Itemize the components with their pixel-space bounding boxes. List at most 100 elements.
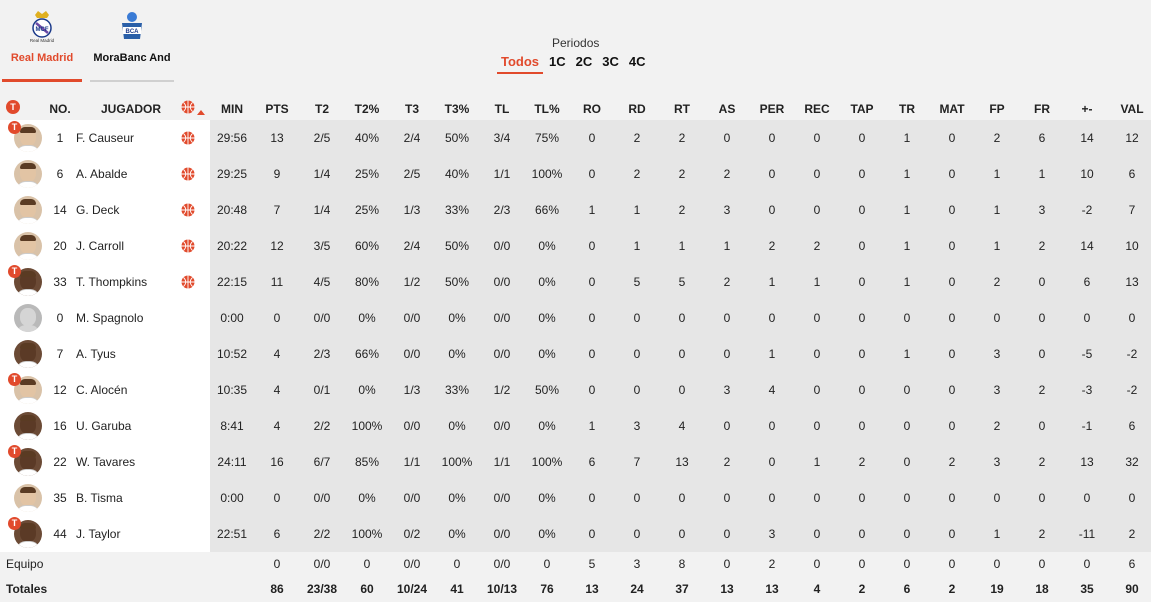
totales-row-stat-min [210, 577, 254, 602]
column-header-t3p[interactable]: T3% [444, 102, 470, 116]
column-header-tr[interactable]: TR [899, 102, 915, 116]
column-header-t2p[interactable]: T2% [354, 102, 380, 116]
svg-text:Real Madrid: Real Madrid [30, 38, 55, 43]
equipo-row-stat-pts: 0 [273, 557, 281, 571]
stat-t3p: 50% [444, 275, 470, 289]
stat-rt: 0 [678, 311, 686, 325]
player-name[interactable]: M. Spagnolo [76, 311, 144, 325]
column-header-as[interactable]: AS [718, 102, 736, 116]
player-row[interactable]: 14 G. Deck 20:48 7 1/4 25% 1/3 33% 2/3 66% 1 1 2 3 0 0 0… [0, 192, 1151, 228]
column-header-tl[interactable]: TL [494, 102, 510, 116]
column-header-t3[interactable]: T3 [404, 102, 419, 116]
player-row[interactable]: 16 U. Garuba 8:41 4 2/2 100% 0/0 0% 0/0 0% 1 3 4 0 0 0 0… [0, 408, 1151, 444]
column-header-per[interactable]: PER [759, 102, 785, 116]
column-header-min[interactable]: MIN [221, 102, 243, 116]
totales-row-stat-tl: 10/13 [486, 582, 518, 596]
stat-min: 10:52 [216, 347, 248, 361]
stat-val: -2 [1126, 383, 1138, 397]
player-row[interactable]: T 12 C. Alocén 10:35 4 0/1 0% 1/3 33% 1/2 50% 0 0 0 3 4… [0, 372, 1151, 408]
column-header-jugador[interactable]: JUGADOR [100, 102, 161, 116]
player-row[interactable]: T 33 T. Thompkins 22:15 11 4/5 80% 1/2 50% 0/0 0% 0… [0, 264, 1151, 300]
player-name[interactable]: T. Thompkins [76, 275, 148, 289]
starter-badge-icon: T [6, 100, 20, 114]
column-header-ro[interactable]: RO [583, 102, 601, 116]
team-tab-real-madrid[interactable]: MCF Real Madrid Real Madrid [2, 0, 82, 82]
stat-tlp: 0% [538, 275, 556, 289]
stat-val: -2 [1126, 347, 1138, 361]
column-header-mat[interactable]: MAT [939, 102, 965, 116]
column-header-no[interactable]: NO. [49, 102, 71, 116]
column-header-plusminus[interactable]: +- [1081, 102, 1093, 116]
stat-val: 6 [1128, 419, 1136, 433]
stat-rec: 0 [813, 311, 821, 325]
team-name: Real Madrid [10, 52, 74, 64]
equipo-row-stat-tap: 0 [858, 557, 866, 571]
stat-t2: 0/0 [313, 491, 331, 505]
stat-rec: 0 [813, 527, 821, 541]
column-header-rec[interactable]: REC [804, 102, 830, 116]
player-row[interactable]: 20 J. Carroll 20:22 12 3/5 60% 2/4 50% 0/0 0% 0 1 1 1… [0, 228, 1151, 264]
player-number: 1 [56, 131, 64, 145]
stat-rec: 0 [813, 419, 821, 433]
period-tab-4c[interactable]: 4C [628, 54, 646, 69]
player-name[interactable]: B. Tisma [76, 491, 123, 505]
column-header-tap[interactable]: TAP [850, 102, 874, 116]
stat-rec: 2 [813, 239, 821, 253]
player-avatar [14, 304, 42, 332]
column-header-val[interactable]: VAL [1120, 102, 1144, 116]
player-name[interactable]: A. Abalde [76, 167, 128, 181]
player-row[interactable]: T 1 F. Causeur 29:56 13 2/5 40% 2/4 50% 3/4 75% 0 2 2… [0, 120, 1151, 156]
active-tab-indicator [2, 79, 82, 82]
stat-rec: 0 [813, 131, 821, 145]
player-name[interactable]: F. Causeur [76, 131, 135, 145]
starter-badge-icon: T [8, 121, 21, 134]
basketball-icon[interactable] [181, 100, 195, 114]
period-tab-1c[interactable]: 1C [549, 54, 566, 69]
equipo-row-stat-tlp: 0 [543, 557, 551, 571]
column-header-t2[interactable]: T2 [314, 102, 329, 116]
stat-tap: 0 [858, 419, 866, 433]
stat-tlp: 75% [534, 131, 560, 145]
stat-tr: 0 [903, 455, 911, 469]
player-name[interactable]: A. Tyus [76, 347, 116, 361]
equipo-row-stat-per: 2 [768, 557, 776, 571]
stat-val: 7 [1128, 203, 1136, 217]
period-tab-3c[interactable]: 3C [602, 54, 619, 69]
column-header-pts[interactable]: PTS [265, 102, 289, 116]
team-tab-morabanc[interactable]: BCA MoraBanc And [90, 0, 174, 82]
period-tab-todos[interactable]: Todos [497, 54, 544, 74]
player-row[interactable]: T 44 J. Taylor 22:51 6 2/2 100% 0/2 0% 0/0 0% 0 0 0 0 3… [0, 516, 1151, 552]
stat-per: 0 [768, 311, 776, 325]
player-row[interactable]: 6 A. Abalde 29:25 9 1/4 25% 2/5 40% 1/1 100% 0 2 2 2 0… [0, 156, 1151, 192]
equipo-row-stat-val: 6 [1128, 557, 1136, 571]
stat-fr: 0 [1038, 311, 1046, 325]
period-tab-2c[interactable]: 2C [575, 54, 593, 69]
column-header-fr[interactable]: FR [1034, 102, 1050, 116]
player-avatar [14, 160, 42, 188]
player-row[interactable]: 7 A. Tyus 10:52 4 2/3 66% 0/0 0% 0/0 0% 0 0 0 0 1 0 0 1 0 3… [0, 336, 1151, 372]
player-name[interactable]: J. Carroll [76, 239, 125, 253]
player-name[interactable]: C. Alocén [76, 383, 128, 397]
player-name[interactable]: W. Tavares [76, 455, 136, 469]
player-row[interactable]: 35 B. Tisma 0:00 0 0/0 0% 0/0 0% 0/0 0% 0 0 0 0 0 0 0 0 0 0… [0, 480, 1151, 516]
stat-min: 24:11 [217, 455, 247, 469]
stat-tr: 0 [903, 491, 911, 505]
stat-rd: 3 [633, 419, 641, 433]
column-header-rd[interactable]: RD [628, 102, 646, 116]
stat-tlp: 100% [531, 455, 563, 469]
stat-tr: 0 [903, 311, 911, 325]
column-header-rt[interactable]: RT [674, 102, 690, 116]
stat-pts: 11 [270, 275, 284, 289]
player-row[interactable]: 0 M. Spagnolo 0:00 0 0/0 0% 0/0 0% 0/0 0% 0 0 0 0 0 0 0 0… [0, 300, 1151, 336]
stat-val: 10 [1125, 239, 1139, 253]
column-header-tlp[interactable]: TL% [534, 102, 560, 116]
stat-pts: 9 [273, 167, 281, 181]
player-row[interactable]: T 22 W. Tavares 24:11 16 6/7 85% 1/1 100% 1/1 100%… [0, 444, 1151, 480]
stat-tr: 1 [903, 275, 911, 289]
player-name[interactable]: G. Deck [76, 203, 120, 217]
column-header-fp[interactable]: FP [989, 102, 1005, 116]
stat-tap: 0 [858, 203, 866, 217]
equipo-row-label: Equipo [6, 557, 44, 571]
player-name[interactable]: J. Taylor [76, 527, 121, 541]
player-name[interactable]: U. Garuba [76, 419, 132, 433]
